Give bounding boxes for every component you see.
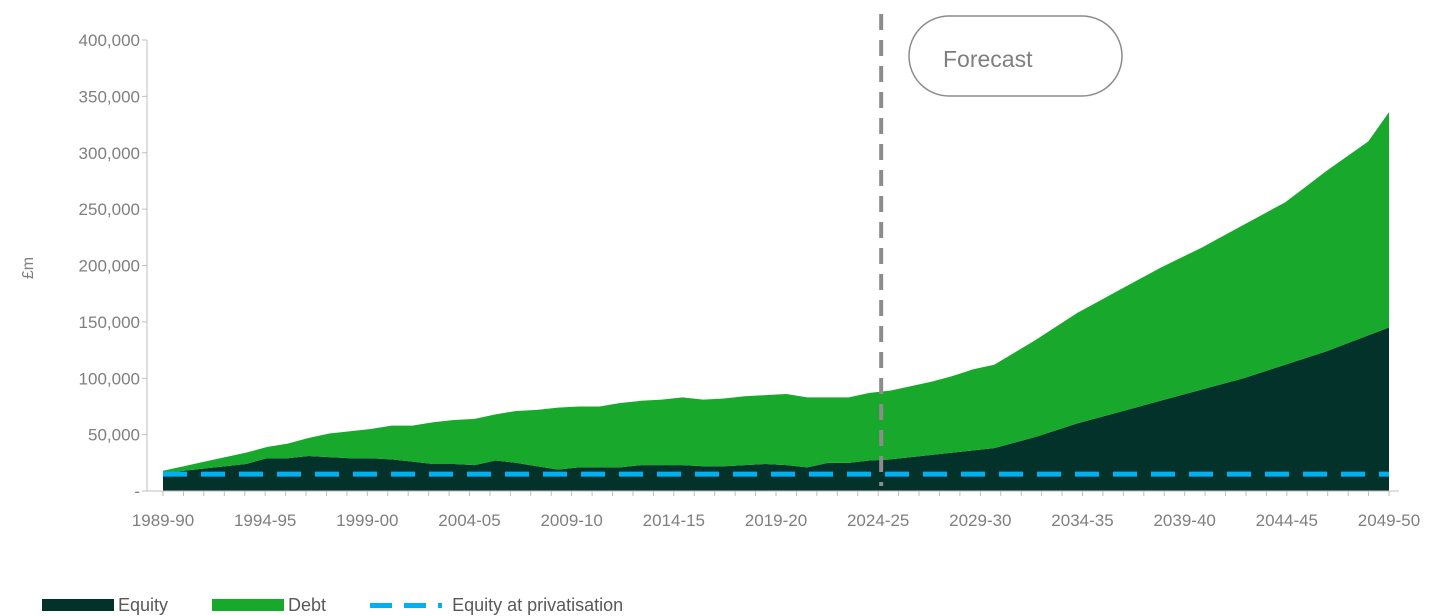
x-tick-label: 1994-95 xyxy=(234,511,296,530)
legend-label-equity-at-privatisation: Equity at privatisation xyxy=(452,594,624,615)
x-tick-label: 1999-00 xyxy=(336,511,398,530)
forecast-annotation: Forecast xyxy=(879,14,1123,486)
x-tick-label: 2004-05 xyxy=(438,511,500,530)
legend-item-equity: Equity xyxy=(42,595,168,616)
chart: - 50,000 100,000 150,000 200,000 250,000 300,0… xyxy=(20,14,1421,530)
legend-swatch-debt xyxy=(212,599,285,611)
x-tick-label: 2024-25 xyxy=(847,511,909,530)
y-axis-label: £m xyxy=(20,257,37,279)
legend-item-equity-at-privatisation: Equity at privatisation xyxy=(370,595,623,616)
y-tick-label: 100,000 xyxy=(79,369,140,388)
area-series-debt xyxy=(163,112,1389,473)
x-tick-label: 2049-50 xyxy=(1358,511,1420,530)
x-tick-label: 1989-90 xyxy=(132,511,194,530)
y-tick-label: 250,000 xyxy=(79,200,140,219)
x-tick-label: 2039-40 xyxy=(1153,511,1215,530)
legend-swatch-equity xyxy=(42,599,114,611)
y-tick-label: 50,000 xyxy=(88,426,140,445)
axes: - 50,000 100,000 150,000 200,000 250,000 300,0… xyxy=(79,31,1421,530)
y-tick-label: 200,000 xyxy=(79,257,140,276)
legend: Equity Debt Equity at privatisation xyxy=(42,594,667,616)
forecast-label: Forecast xyxy=(943,46,1033,72)
y-tick-label: 300,000 xyxy=(79,144,140,163)
x-tick-label: 2034-35 xyxy=(1051,511,1113,530)
y-tick-label: 350,000 xyxy=(79,87,140,106)
x-tick-label: 2009-10 xyxy=(540,511,602,530)
x-tick-label: 2014-15 xyxy=(643,511,705,530)
legend-item-debt: Debt xyxy=(212,595,326,616)
legend-label-debt: Debt xyxy=(288,594,327,615)
x-tick-label: 2029-30 xyxy=(949,511,1011,530)
x-tick-label: 2044-45 xyxy=(1256,511,1318,530)
plot-areas xyxy=(163,112,1389,491)
y-tick-label: 150,000 xyxy=(79,313,140,332)
area-series-equity xyxy=(163,327,1389,491)
forecast-label-box xyxy=(908,15,1123,97)
y-tick-label: - xyxy=(134,482,140,501)
legend-swatch-equity-at-privatisation xyxy=(370,602,443,608)
y-tick-label: 400,000 xyxy=(79,31,140,50)
x-tick-label: 2019-20 xyxy=(745,511,807,530)
legend-label-equity: Equity xyxy=(118,594,169,615)
